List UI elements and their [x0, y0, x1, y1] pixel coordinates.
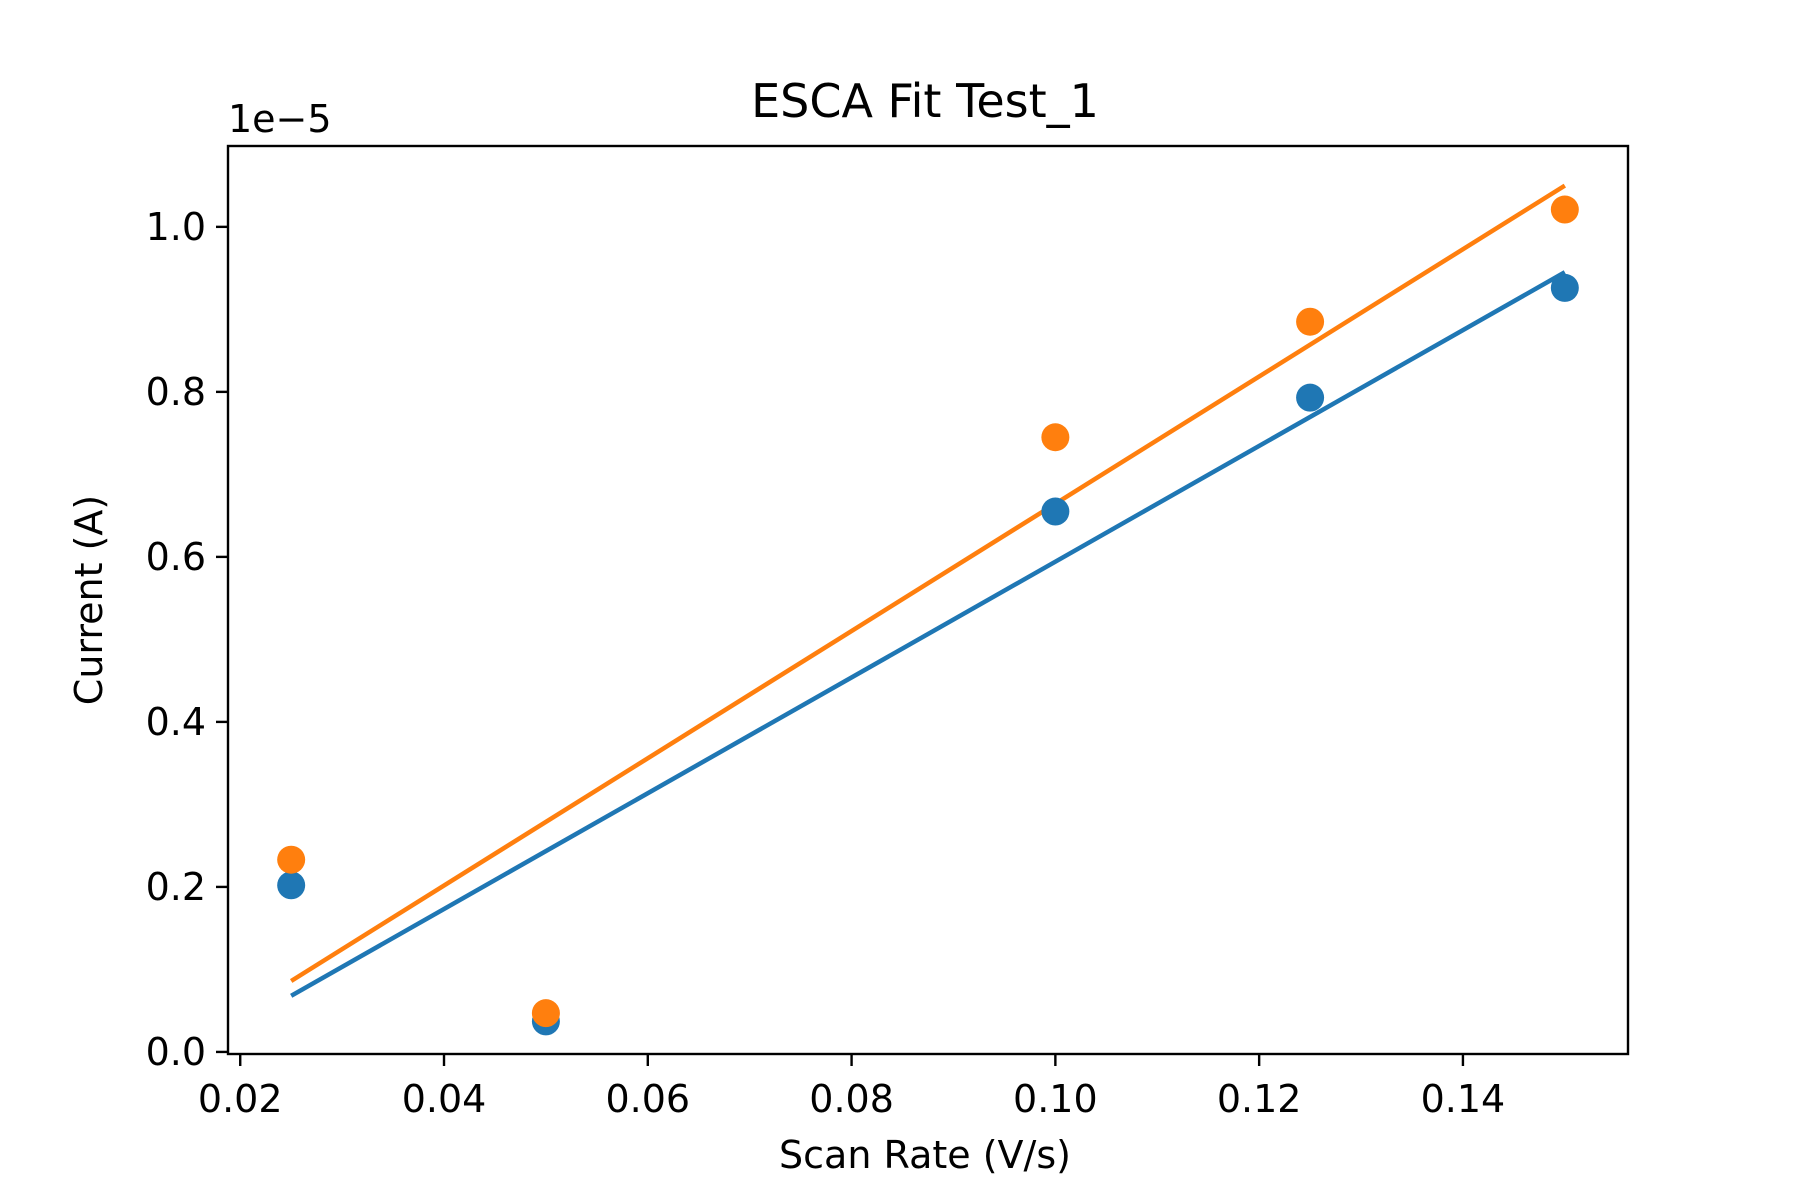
y-tick-label: 0.8: [146, 370, 206, 414]
y-tick-label: 0.0: [146, 1030, 206, 1074]
fit-line-series-2: [289, 183, 1567, 983]
y-axis-label: Current (A): [67, 495, 111, 705]
y-tick-label: 0.6: [146, 535, 206, 579]
y-axis: 0.0 0.2 0.4 0.6 0.8 1.0: [146, 205, 228, 1074]
x-tick-label: 0.04: [402, 1077, 487, 1121]
data-point-series-1: [1550, 273, 1579, 302]
x-axis-label: Scan Rate (V/s): [779, 1133, 1071, 1177]
plot-area-frame: [226, 144, 1630, 1056]
data-point-series-2: [531, 999, 560, 1028]
y-tick-label: 0.4: [146, 700, 206, 744]
x-tick-label: 0.10: [1013, 1077, 1098, 1121]
data-point-series-2: [1550, 195, 1579, 224]
data-point-series-1: [277, 871, 306, 900]
data-point-series-1: [1041, 497, 1070, 526]
data-points-layer: [277, 195, 1579, 1036]
data-point-series-2: [277, 845, 306, 874]
x-tick-label: 0.02: [198, 1077, 283, 1121]
y-tick-label: 0.2: [146, 865, 206, 909]
y-axis-offset-label: 1e−5: [228, 97, 332, 141]
x-tick-label: 0.08: [809, 1077, 894, 1121]
x-tick-label: 0.14: [1421, 1077, 1506, 1121]
chart-title: ESCA Fit Test_1: [751, 74, 1099, 128]
x-tick-label: 0.06: [605, 1077, 690, 1121]
x-tick-label: 0.12: [1217, 1077, 1302, 1121]
fit-line-series-1: [290, 270, 1566, 998]
x-axis: 0.02 0.04 0.06 0.08 0.10 0.12 0.14: [198, 1054, 1505, 1121]
fit-lines-layer: [289, 183, 1567, 998]
data-point-series-2: [1296, 307, 1325, 336]
data-point-series-2: [1041, 423, 1070, 452]
y-tick-label: 1.0: [146, 205, 206, 249]
data-point-series-1: [1296, 383, 1325, 412]
